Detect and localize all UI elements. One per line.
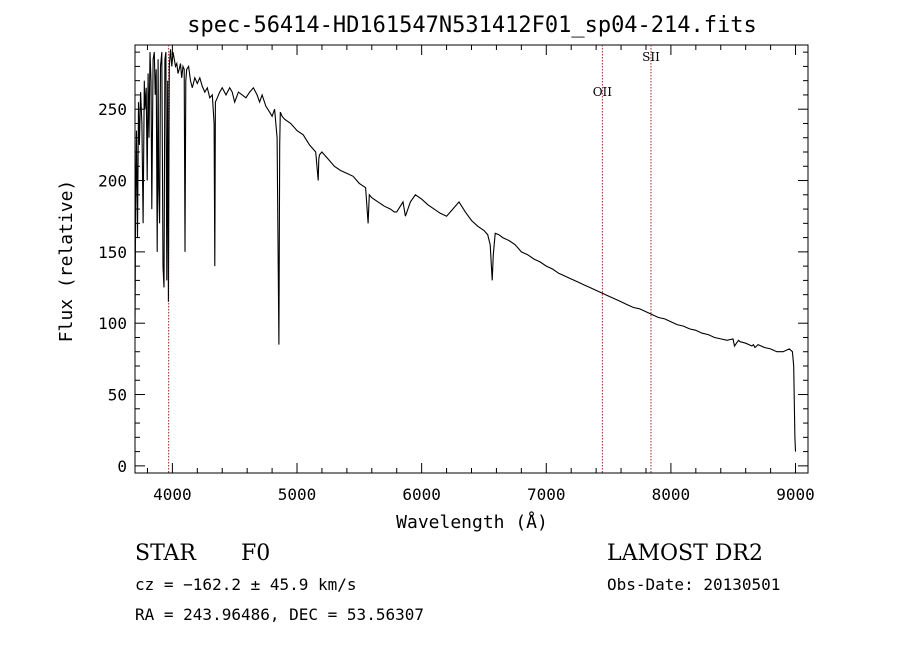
- y-tick-label: 250: [98, 100, 127, 119]
- spectrum-line: [134, 49, 797, 452]
- subclass-label: F0: [241, 541, 270, 566]
- y-tick-label: 200: [98, 172, 127, 191]
- x-tick-label: 8000: [652, 485, 691, 504]
- y-axis-label: Flux (relative): [56, 180, 77, 343]
- y-tick-label: 100: [98, 314, 127, 333]
- y-tick-label: 0: [117, 457, 127, 476]
- axis-tick-labels: 4000 5000 6000 7000 8000 9000 0 50 100 150 200 250: [98, 100, 815, 504]
- line-markers: OII SII: [168, 45, 660, 473]
- x-tick-label: 4000: [153, 485, 192, 504]
- y-tick-label: 50: [108, 386, 127, 405]
- chart-title: spec-56414-HD161547N531412F01_sp04-214.f…: [187, 13, 757, 38]
- plot-frame: [134, 44, 809, 474]
- coordinates-label: RA = 243.96486, DEC = 53.56307: [135, 605, 424, 624]
- obs-date-label: Obs-Date: 20130501: [607, 575, 780, 594]
- emission-line-label: OII: [593, 85, 613, 99]
- emission-line-label: SII: [642, 50, 660, 64]
- x-tick-label: 7000: [527, 485, 566, 504]
- x-tick-label: 6000: [402, 485, 441, 504]
- y-tick-label: 150: [98, 243, 127, 262]
- x-tick-label: 5000: [278, 485, 317, 504]
- object-type-label: STAR: [135, 541, 197, 566]
- survey-label: LAMOST DR2: [607, 541, 763, 566]
- x-axis-label: Wavelength (Å): [396, 511, 548, 533]
- axis-ticks: [135, 45, 808, 473]
- redshift-label: cz = −162.2 ± 45.9 km/s: [135, 575, 357, 594]
- x-tick-label: 9000: [776, 485, 815, 504]
